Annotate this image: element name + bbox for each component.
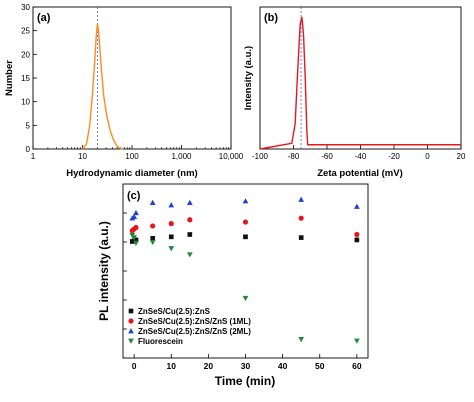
panel-c-point-series-1 bbox=[243, 234, 248, 240]
panel-c-data-points bbox=[129, 196, 360, 344]
panel-c-y-axis-label: PL intensity (a.u.) bbox=[97, 221, 111, 321]
panel-b-label: (b) bbox=[264, 12, 278, 24]
panel-c-x-tick-label: 60 bbox=[352, 361, 362, 371]
panel-a-label: (a) bbox=[37, 12, 51, 24]
panel-c-point-series-1 bbox=[168, 234, 174, 240]
panel-a-x-tick-label: 1,000 bbox=[171, 152, 192, 161]
panel-c-point-series-3 bbox=[186, 199, 193, 205]
panel-c-point-series-2 bbox=[133, 224, 139, 231]
panel-a-x-axis-label: Hydrodynamic diameter (nm) bbox=[66, 168, 197, 179]
panel-b-x-axis-label: Zeta potential (mV) bbox=[317, 168, 403, 179]
panel-c-point-series-3 bbox=[131, 213, 137, 219]
panel-c-legend-label-3: ZnSeS/Cu(2.5):ZnS/ZnS (2ML) bbox=[138, 327, 251, 336]
panel-b-x-tick-label: -40 bbox=[355, 152, 367, 161]
panel-c-point-series-4 bbox=[186, 252, 193, 258]
panel-b-series-line bbox=[259, 16, 461, 150]
panel-c-x-tick-label: 40 bbox=[278, 361, 288, 371]
panel-b-x-tick-label: -100 bbox=[252, 152, 269, 161]
panel-a-frame bbox=[32, 6, 232, 150]
panel-c-legend-marker-1 bbox=[128, 308, 134, 314]
panel-b-x-tick-label: -60 bbox=[321, 152, 333, 161]
panel-c-point-series-3 bbox=[133, 209, 139, 216]
panel-b-x-tick-label: -80 bbox=[288, 152, 300, 161]
panel-c-point-series-3 bbox=[298, 196, 305, 202]
panel-c-point-series-4 bbox=[298, 337, 305, 343]
panel-c-legend-marker-2 bbox=[128, 318, 134, 324]
panel-a-y-tick-label: 30 bbox=[21, 3, 30, 12]
panel-c-point-series-2 bbox=[150, 223, 156, 229]
panel-c-point-series-4 bbox=[149, 239, 156, 246]
panel-c-point-series-2 bbox=[168, 221, 174, 227]
panel-c-legend-label-1: ZnSeS/Cu(2.5):ZnS bbox=[138, 307, 211, 316]
panel-b-x-tick-label: 0 bbox=[425, 152, 430, 161]
panel-c-point-series-3 bbox=[168, 202, 175, 208]
panel-c-y-ticks bbox=[123, 212, 127, 330]
panel-a-y-tick-label: 20 bbox=[21, 50, 30, 59]
panel-c-point-series-3 bbox=[354, 203, 360, 209]
panel-a-y-tick-label: 15 bbox=[21, 74, 30, 83]
panel-c-x-tick-label: 50 bbox=[315, 361, 325, 371]
panel-a-y-axis-label: Number bbox=[4, 60, 15, 96]
panel-b: (b) -100 -80 -60 -40 -20 0 20 Zeta potential (… bbox=[243, 6, 466, 179]
panel-c-point-series-2 bbox=[354, 231, 360, 238]
panel-a-y-tick-label: 10 bbox=[21, 98, 30, 107]
panel-c-point-series-1 bbox=[298, 235, 304, 240]
panel-c-point-series-3 bbox=[149, 199, 156, 205]
panel-c-legend-marker-4 bbox=[128, 338, 134, 344]
panel-b-x-ticks: -100 -80 -60 -40 -20 0 20 bbox=[252, 145, 466, 161]
panel-c-x-ticks: 0 10 20 30 40 50 60 bbox=[132, 354, 362, 371]
panel-c-legend-marker-3 bbox=[128, 328, 134, 334]
panel-c-point-series-2 bbox=[298, 215, 304, 221]
panel-b-frame bbox=[259, 6, 462, 150]
panel-a: (a) 1 10 100 1,000 10,000 0 5 10 15 20 25 30 Hydro… bbox=[4, 3, 244, 179]
panel-c-point-series-4 bbox=[168, 246, 175, 252]
panel-c-label: (c) bbox=[127, 190, 141, 202]
panel-c-x-tick-label: 30 bbox=[241, 361, 251, 371]
panel-a-y-tick-label: 5 bbox=[26, 121, 31, 130]
panel-c-x-axis-label: Time (min) bbox=[215, 374, 275, 388]
panel-c-point-series-3 bbox=[242, 198, 249, 204]
panel-c: (c) 0 10 20 30 40 50 60 ZnSeS/Cu(2.5):ZnSZnSeS… bbox=[97, 183, 369, 388]
panel-c-point-series-1 bbox=[133, 237, 139, 243]
panel-a-x-tick-label: 1 bbox=[31, 152, 36, 161]
panel-c-x-tick-label: 10 bbox=[167, 361, 177, 371]
panel-c-point-series-4 bbox=[242, 295, 249, 302]
panel-c-point-series-1 bbox=[187, 232, 193, 237]
panel-a-x-tick-label: 10,000 bbox=[219, 152, 244, 161]
panel-b-x-tick-label: -20 bbox=[388, 152, 400, 161]
panel-c-legend-label-4: Fluorescein bbox=[138, 337, 183, 346]
panel-a-y-tick-label: 25 bbox=[21, 27, 30, 36]
panel-c-point-series-2 bbox=[242, 219, 249, 225]
panel-c-point-series-2 bbox=[187, 217, 193, 223]
panel-a-x-tick-label: 10 bbox=[78, 152, 87, 161]
panel-a-y-ticks: 0 5 10 15 20 25 30 bbox=[21, 3, 37, 154]
panel-c-x-tick-label: 0 bbox=[132, 361, 137, 371]
panel-c-point-series-4 bbox=[131, 235, 137, 241]
panel-a-series-line bbox=[81, 23, 123, 150]
panel-c-point-series-4 bbox=[133, 240, 139, 246]
panel-c-point-series-4 bbox=[354, 338, 360, 344]
panel-c-legend-label-2: ZnSeS/Cu(2.5):ZnS/ZnS (1ML) bbox=[138, 317, 251, 326]
panel-a-x-tick-label: 100 bbox=[125, 152, 139, 161]
panel-c-point-series-1 bbox=[150, 236, 156, 241]
panel-a-y-tick-label: 0 bbox=[26, 145, 31, 154]
panel-b-x-tick-label: 20 bbox=[457, 152, 466, 161]
panel-c-x-tick-label: 20 bbox=[204, 361, 214, 371]
panel-c-point-series-1 bbox=[354, 237, 360, 243]
panel-b-y-axis-label: Intensity (a.u.) bbox=[243, 46, 254, 110]
